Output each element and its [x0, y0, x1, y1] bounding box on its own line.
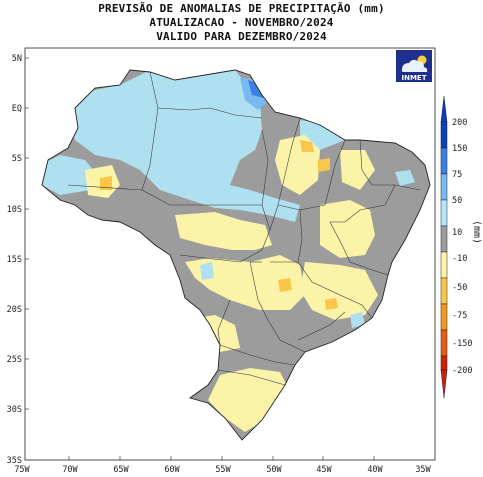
x-axis-ticks: 75W 70W 65W 60W 55W 50W 45W 40W 35W: [14, 456, 432, 475]
colorbar-label: -150: [452, 339, 472, 349]
colorbar-label: 50: [452, 196, 462, 206]
x-tick-label: 40W: [367, 465, 383, 475]
colorbar-segment: [440, 199, 448, 227]
y-tick-label: 35S: [7, 456, 22, 466]
colorbar-label: -50: [452, 283, 467, 293]
map-title: PREVISÃO DE ANOMALIAS DE PRECIPITAÇÃO (m…: [98, 2, 385, 15]
state-borders: [67, 71, 421, 386]
colorbar-segment: [440, 251, 448, 279]
colorbar-label: 75: [452, 170, 462, 180]
colorbar-segment: [440, 355, 448, 371]
x-tick-label: 50W: [266, 465, 282, 475]
colorbar-label: -75: [452, 311, 467, 321]
colorbar-segment: [440, 121, 448, 149]
y-tick-label: EQ: [12, 104, 22, 114]
colorbar-label: 150: [452, 144, 467, 154]
y-tick-label: 20S: [7, 305, 22, 315]
colorbar-segment: [440, 147, 448, 175]
colorbar-label: 10: [452, 228, 462, 238]
x-tick-label: 60W: [164, 465, 180, 475]
colorbar-segment: [440, 225, 448, 253]
x-tick-label: 70W: [62, 465, 78, 475]
map-validity-line: VALIDO PARA DEZEMBRO/2024: [156, 30, 327, 43]
inmet-logo: INMET: [396, 50, 432, 82]
colorbar-segment: [440, 95, 448, 123]
colorbar-segment: [440, 277, 448, 305]
x-tick-label: 75W: [14, 465, 30, 475]
moderate-negative-anomaly-spot: [300, 140, 314, 152]
y-tick-label: 30S: [7, 405, 22, 415]
y-tick-label: 5N: [12, 54, 22, 64]
negative-anomaly-region-central: [175, 212, 272, 250]
y-tick-label: 15S: [7, 255, 22, 265]
x-tick-label: 65W: [113, 465, 129, 475]
colorbar-segment: [440, 173, 448, 201]
colorbar-segment: [440, 369, 448, 399]
map-update-line: ATUALIZACAO - NOVEMBRO/2024: [149, 16, 334, 29]
colorbar-label: 200: [452, 118, 467, 128]
x-tick-label: 55W: [215, 465, 231, 475]
logo-label: INMET: [402, 74, 427, 82]
y-tick-label: 5S: [12, 154, 22, 164]
colorbar-unit: (mm): [471, 220, 482, 244]
colorbar: 200 150 75 50 10 -10 -50 -75 -150 -200 (…: [440, 95, 482, 399]
x-tick-label: 35W: [415, 465, 431, 475]
x-tick-label: 45W: [316, 465, 332, 475]
y-tick-label: 25S: [7, 355, 22, 365]
positive-anomaly-region-north: [70, 70, 300, 222]
cloud-icon: [401, 59, 428, 72]
colorbar-label: -10: [452, 254, 467, 264]
y-axis-ticks: 5N EQ 5S 10S 15S 20S 25S 30S 35S: [7, 54, 29, 466]
colorbar-label: -200: [452, 366, 472, 376]
y-tick-label: 10S: [7, 205, 22, 215]
colorbar-segment: [440, 303, 448, 331]
colorbar-segment: [440, 329, 448, 357]
